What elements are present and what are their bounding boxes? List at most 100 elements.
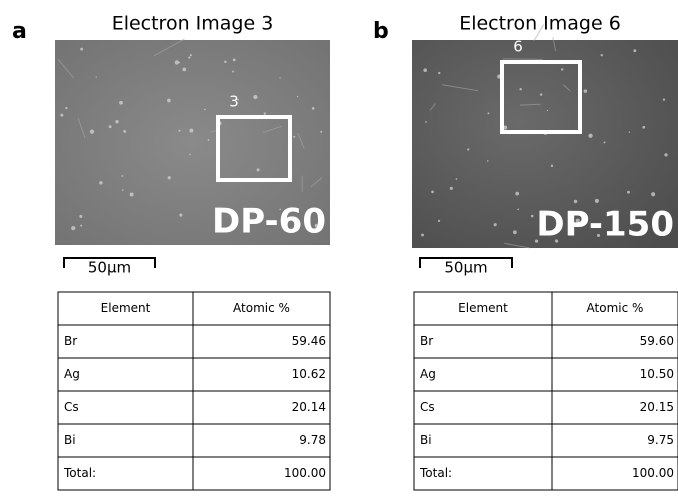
table-header: Atomic % [233,301,290,315]
element-cell: Cs [420,400,435,414]
sem-speck [642,126,645,129]
sample-label: DP-150 [536,205,674,245]
sem-speck [65,107,67,109]
sem-speck [456,178,458,180]
sem-speck [627,191,630,194]
sem-speck [487,112,489,114]
sem-speck [257,168,260,171]
sem-speck [119,101,123,105]
sem-speck [431,190,434,193]
sem-speck [540,93,542,95]
sem-speck [189,129,193,133]
sem-speck [224,61,226,63]
sem-speck [320,131,322,133]
sem-speck [80,48,83,51]
sem-speck [264,112,266,114]
sem-speck [90,129,94,133]
value-cell: 10.62 [292,367,326,381]
figure: aElectron Image 33DP-6050µmElementAtomic… [0,0,678,499]
sem-speck [561,68,563,70]
value-cell: 59.46 [292,334,326,348]
sem-speck [438,72,440,74]
sem-speck [297,96,298,97]
sem-speck [312,107,315,110]
sem-speck [79,215,82,218]
sem-speck [663,99,665,101]
value-cell: 100.00 [284,466,326,480]
sem-speck [425,121,427,123]
table-header: Element [101,301,151,315]
sem-speck [123,130,126,133]
element-cell: Ag [64,367,80,381]
sem-speck [515,192,519,196]
sem-speck [130,193,134,197]
sem-speck [633,49,636,52]
sem-speck [574,200,577,203]
scale-bar-label: 50µm [88,259,131,277]
sem-speck [438,220,440,222]
sem-speck [115,120,118,123]
sem-speck [208,139,210,141]
element-cell: Bi [64,433,76,447]
value-cell: 10.50 [640,367,674,381]
value-cell: 9.75 [647,433,674,447]
image-title: Electron Image 3 [112,13,274,35]
sem-speck [178,130,180,132]
element-cell: Total: [419,466,452,480]
sem-speck [188,56,190,58]
sem-speck [604,141,606,143]
sem-speck [204,109,206,111]
element-cell: Cs [64,400,79,414]
element-cell: Br [420,334,433,348]
sem-speck [293,136,295,138]
sem-speck [629,131,630,132]
sem-speck [494,223,497,226]
sem-speck [109,125,112,128]
sem-speck [179,214,182,217]
sem-speck [651,192,655,196]
value-cell: 20.14 [292,400,326,414]
value-cell: 59.60 [640,334,674,348]
sem-speck [168,176,171,179]
sem-speck [513,230,517,234]
sem-speck [547,110,548,111]
sem-speck [421,234,424,237]
value-cell: 100.00 [632,466,674,480]
sem-speck [423,68,427,72]
sem-speck [487,160,489,162]
sem-speck [175,60,179,64]
sem-speck [80,225,82,227]
element-cell: Br [64,334,77,348]
region-label: 3 [229,93,239,111]
panel-label: b [373,19,389,44]
sem-speck [233,59,236,62]
sem-speck [595,199,599,203]
sem-speck [584,89,588,93]
table-header: Atomic % [587,301,644,315]
sem-speck [551,165,553,167]
sem-speck [519,88,521,90]
element-cell: Bi [420,433,432,447]
sem-speck [190,54,192,56]
value-cell: 20.15 [640,400,674,414]
value-cell: 9.78 [299,433,326,447]
sem-speck [664,153,667,156]
sem-speck [531,215,534,218]
sem-speck [99,181,102,184]
table-header: Element [458,301,508,315]
panel-label: a [12,19,27,44]
sem-speck [232,71,234,73]
sem-speck [122,189,124,191]
sem-speck [601,54,603,56]
sem-speck [121,175,123,177]
element-cell: Ag [420,367,436,381]
region-label: 6 [513,38,523,56]
sem-speck [182,68,186,72]
sem-crack [503,59,543,60]
sem-speck [253,95,257,99]
sem-speck [279,77,280,78]
sem-speck [71,226,75,230]
sem-speck [467,148,469,150]
sem-speck [450,187,453,190]
sem-speck [189,154,191,156]
